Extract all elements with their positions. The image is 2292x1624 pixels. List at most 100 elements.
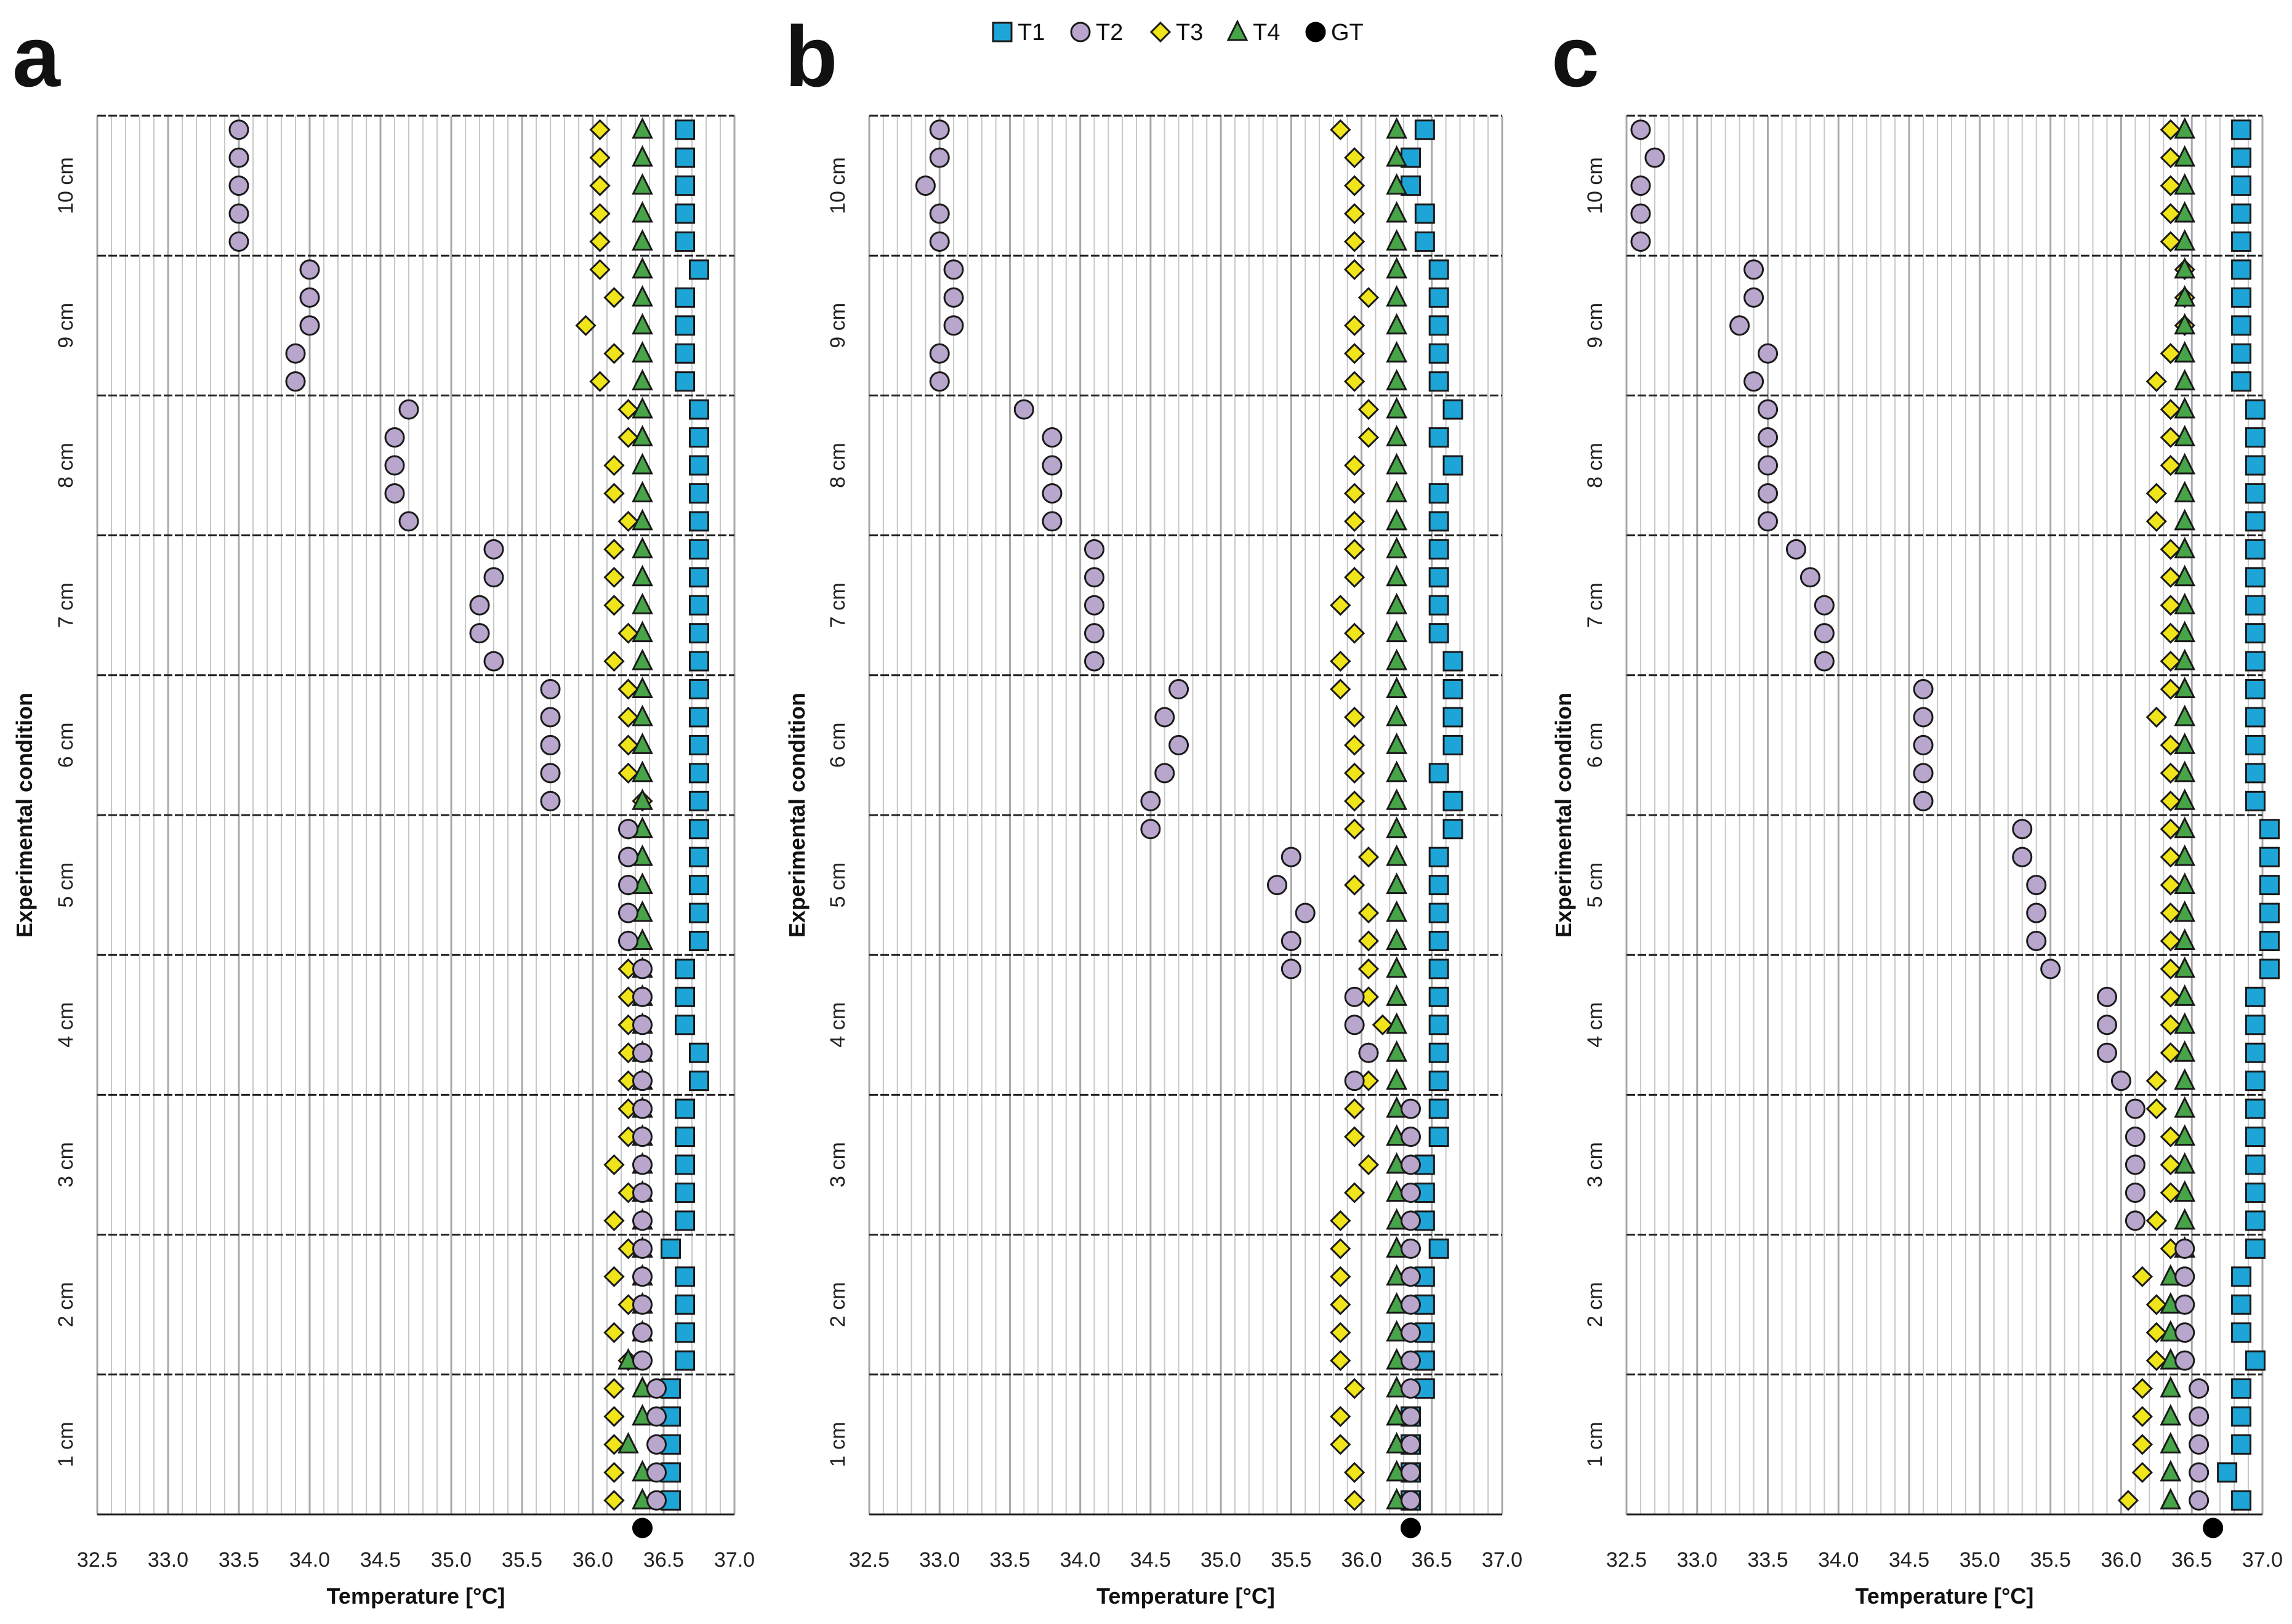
point-t4 xyxy=(1386,592,1408,614)
point-t1 xyxy=(1428,539,1449,560)
point-t4 xyxy=(1386,760,1408,782)
point-t3 xyxy=(2160,398,2181,420)
point-t1 xyxy=(689,1042,709,1063)
point-t3 xyxy=(2145,706,2167,728)
point-t2 xyxy=(1401,1238,1421,1259)
panel-letter: a xyxy=(12,8,61,105)
point-t2 xyxy=(632,1127,653,1148)
point-t2 xyxy=(228,175,249,196)
y-tick-label: 2 cm xyxy=(826,1282,850,1327)
point-t2 xyxy=(646,1406,667,1427)
point-t1 xyxy=(1428,595,1449,616)
y-tick-label: 8 cm xyxy=(1583,443,1607,488)
point-t2 xyxy=(2189,1378,2210,1399)
point-t1 xyxy=(1428,427,1449,448)
point-t2 xyxy=(1042,427,1063,448)
point-t1 xyxy=(675,1127,695,1148)
x-tick-label: 36.5 xyxy=(643,1548,684,1572)
point-t3 xyxy=(2160,454,2181,476)
point-t4 xyxy=(2160,1432,2182,1453)
point-t2 xyxy=(1758,483,1779,504)
point-t2 xyxy=(1401,1350,1421,1371)
point-t1 xyxy=(1428,483,1449,504)
point-t2 xyxy=(618,875,638,896)
point-t3 xyxy=(1357,902,1380,924)
point-t2 xyxy=(2174,1350,2195,1371)
point-t2 xyxy=(1743,287,1764,308)
point-t3 xyxy=(1344,203,1365,225)
point-t3 xyxy=(1344,1098,1365,1120)
point-t2 xyxy=(2125,1127,2145,1148)
point-t3 xyxy=(1344,1490,1365,1511)
point-t3 xyxy=(603,1405,625,1428)
point-t3 xyxy=(2145,371,2167,392)
point-t1 xyxy=(689,875,709,896)
point-t3 xyxy=(1344,371,1365,392)
point-t3 xyxy=(2145,1210,2167,1232)
point-t4 xyxy=(2174,1124,2196,1146)
point-t2 xyxy=(299,259,320,280)
point-t3 xyxy=(2160,539,2181,560)
point-t3 xyxy=(2131,1434,2153,1455)
point-t3 xyxy=(2145,1294,2167,1316)
point-t2 xyxy=(1758,427,1779,448)
point-t1 xyxy=(689,707,709,728)
point-t4 xyxy=(632,313,653,335)
point-t3 xyxy=(2160,119,2181,140)
point-t4 xyxy=(2174,872,2196,894)
point-t4 xyxy=(2174,760,2196,782)
point-t2 xyxy=(228,231,249,252)
point-t4 xyxy=(1386,369,1408,391)
point-t3 xyxy=(603,287,625,308)
point-t2 xyxy=(1013,399,1034,420)
point-t1 xyxy=(2259,959,2280,979)
y-tick-label: 4 cm xyxy=(54,1002,78,1048)
point-t3 xyxy=(1330,1266,1351,1287)
legend-label-t4: T4 xyxy=(1253,20,1280,46)
point-t1 xyxy=(689,734,709,755)
point-t3 xyxy=(1344,874,1365,896)
point-t3 xyxy=(1344,510,1365,533)
point-t3 xyxy=(589,119,611,140)
point-t4 xyxy=(2174,257,2196,279)
point-t1 xyxy=(2245,986,2266,1007)
point-t3 xyxy=(575,315,597,336)
point-t4 xyxy=(2174,285,2196,307)
point-t1 xyxy=(1428,846,1449,867)
point-t1 xyxy=(689,427,709,448)
point-t3 xyxy=(603,454,625,476)
point-t1 xyxy=(2231,1266,2252,1287)
ground-truth-point xyxy=(2203,1517,2224,1538)
y-tick-label: 7 cm xyxy=(54,582,78,628)
point-t2 xyxy=(632,959,653,979)
point-t2 xyxy=(1758,511,1779,532)
point-t1 xyxy=(1428,763,1449,784)
point-t1 xyxy=(675,1182,695,1203)
point-t4 xyxy=(1386,257,1408,279)
point-t3 xyxy=(2160,231,2181,252)
point-t2 xyxy=(1630,175,1651,196)
point-t3 xyxy=(1344,762,1365,784)
point-t2 xyxy=(1084,567,1105,588)
point-t2 xyxy=(1140,819,1161,840)
point-t2 xyxy=(646,1462,667,1483)
point-t3 xyxy=(617,706,639,728)
point-t2 xyxy=(618,930,638,951)
point-t4 xyxy=(632,509,653,531)
point-t1 xyxy=(689,455,709,476)
point-t4 xyxy=(1386,984,1408,1006)
point-t1 xyxy=(2245,1098,2266,1119)
point-t4 xyxy=(2160,1376,2182,1398)
legend-label-t3: T3 xyxy=(1176,20,1203,46)
point-t4 xyxy=(1386,1012,1408,1034)
point-t1 xyxy=(689,763,709,784)
x-tick-label: 34.0 xyxy=(1060,1548,1101,1572)
point-t2 xyxy=(2110,1071,2131,1091)
point-t3 xyxy=(1344,454,1365,476)
point-t2 xyxy=(943,315,964,336)
point-t3 xyxy=(2160,734,2181,756)
point-t1 xyxy=(689,595,709,616)
point-t1 xyxy=(2245,539,2266,560)
point-t3 xyxy=(1344,706,1365,728)
point-t3 xyxy=(1330,1349,1351,1372)
